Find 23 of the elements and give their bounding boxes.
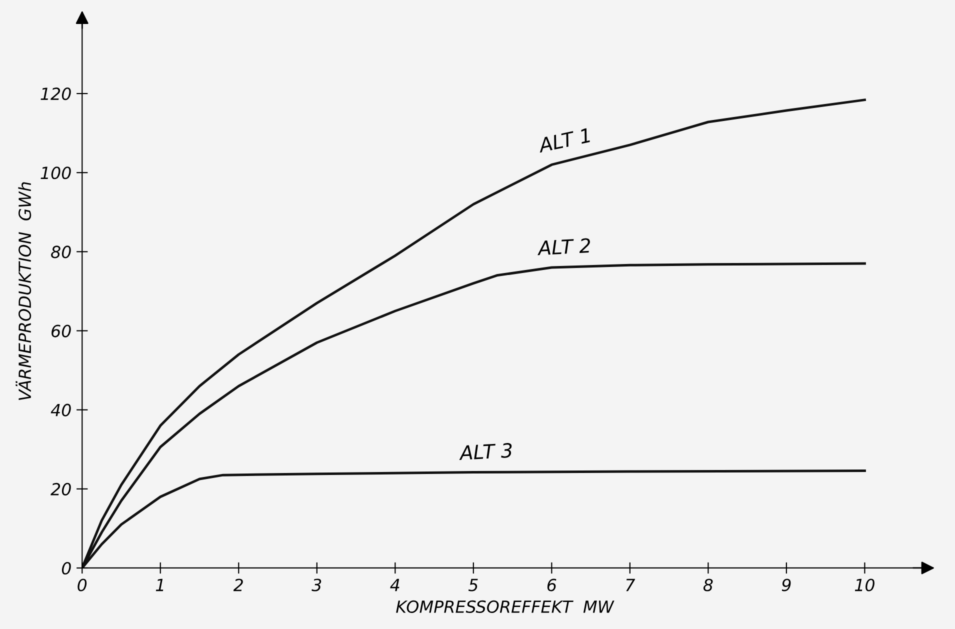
x-tick-label: 7 <box>626 578 636 592</box>
y-tick-label: 40 <box>50 404 71 416</box>
y-tick-label: 20 <box>50 482 71 496</box>
x-tick-label: 2 <box>233 578 243 592</box>
y-axis-title: VÄRMEPRODUKTION GWh <box>16 182 32 400</box>
series-label: ALT 3 <box>458 442 512 460</box>
text: ALT 1 <box>536 128 590 153</box>
x-tick-label: 5 <box>468 578 478 592</box>
x-tick-label: 8 <box>703 578 713 592</box>
x-tick-label: 6 <box>547 578 556 592</box>
y-tick-label: 100 <box>40 166 71 180</box>
x-tick-label: 0 <box>78 578 87 592</box>
y-tick-label: 120 <box>40 88 71 100</box>
x-axis-title: KOMPRESSOREFFEKT MW <box>396 600 614 613</box>
x-tick-label: 10 <box>854 578 874 592</box>
y-tick-label: 60 <box>52 324 71 338</box>
x-tick-label: 9 <box>782 578 791 592</box>
x-tick-label: 4 <box>390 578 400 592</box>
y-tick-label: 0 <box>62 562 71 575</box>
y-tick-label: 80 <box>51 246 71 258</box>
x-tick-label: 3 <box>312 578 322 592</box>
x-tick-label: 1 <box>156 578 164 592</box>
series-label: ALT 2 <box>536 238 591 256</box>
